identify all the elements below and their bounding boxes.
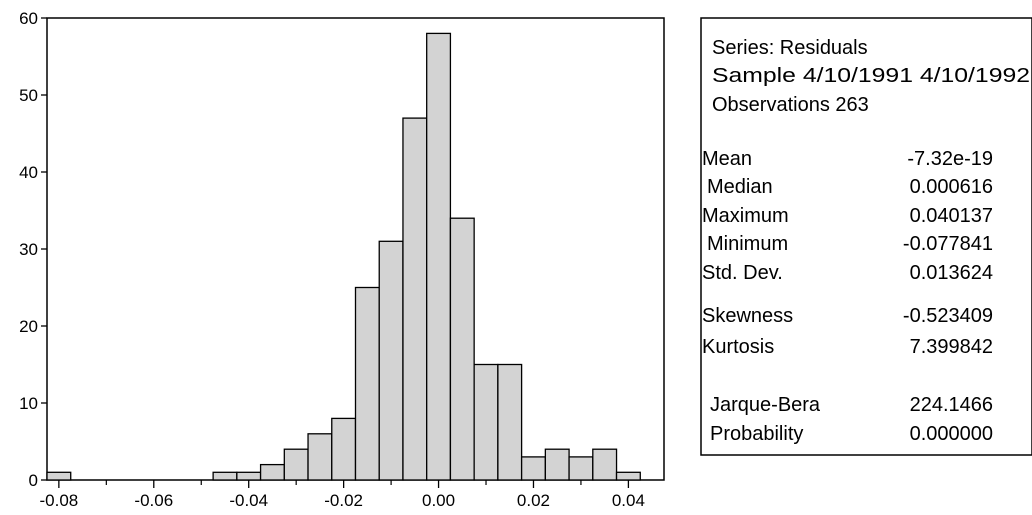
stats-value-maximum: 0.040137 [910, 205, 993, 227]
stats-row: Mean -7.32e-19 [702, 148, 993, 170]
y-tick-label: 40 [19, 163, 38, 182]
bars-layer [46, 32, 641, 481]
histogram-bar [497, 363, 523, 481]
histogram-bar [307, 433, 333, 481]
histogram-bar [449, 217, 475, 481]
x-tick-label: 0.04 [612, 491, 645, 510]
stats-value-jarque-bera: 224.1466 [910, 394, 993, 416]
x-tick-label: -0.06 [134, 491, 173, 510]
stats-row: Probability 0.000000 [710, 423, 993, 445]
x-axis: -0.08 -0.06 -0.04 -0.02 0.00 0.02 0.04 [39, 480, 645, 510]
stats-label-skewness: Skewness [702, 305, 793, 327]
stats-value-skewness: -0.523409 [903, 305, 993, 327]
histogram-bar [236, 471, 262, 481]
stats-value-kurtosis: 7.399842 [910, 336, 993, 358]
sample-range: Sample 4/10/1991 4/10/1992 [712, 65, 1030, 87]
stats-label-median: Median [707, 176, 773, 198]
stats-label-minimum: Minimum [707, 233, 788, 255]
stats-row: Skewness -0.523409 [702, 305, 993, 327]
stats-row: Jarque-Bera 224.1466 [710, 394, 993, 416]
stats-label-probability: Probability [710, 423, 803, 445]
stats-row: Maximum 0.040137 [702, 205, 993, 227]
stats-row: Median 0.000616 [707, 176, 993, 198]
y-tick-label: 0 [29, 471, 38, 490]
histogram-bar [378, 240, 404, 481]
histogram-bar [259, 463, 285, 481]
series-name: Series: Residuals [712, 37, 868, 59]
x-tick-label: -0.08 [39, 491, 78, 510]
histogram-bar [568, 456, 594, 481]
stats-value-median: 0.000616 [910, 176, 993, 198]
stats-value-minimum: -0.077841 [903, 233, 993, 255]
histogram-bar [283, 448, 309, 481]
x-tick-label: 0.00 [422, 491, 455, 510]
stats-label-mean: Mean [702, 148, 752, 170]
histogram-bar [46, 471, 72, 481]
x-tick-label: -0.04 [229, 491, 268, 510]
y-axis: 0 10 20 30 40 50 60 [19, 9, 47, 490]
stats-value-probability: 0.000000 [910, 423, 993, 445]
histogram-bar [331, 417, 357, 481]
y-tick-label: 60 [19, 9, 38, 28]
stats-row: Kurtosis 7.399842 [702, 336, 993, 358]
stats-value-std-dev: 0.013624 [910, 262, 993, 284]
histogram-bar [520, 456, 546, 481]
histogram-bar [592, 448, 618, 481]
statistics-box [700, 17, 1032, 456]
stats-row: Std. Dev. 0.013624 [702, 262, 993, 284]
histogram-bar [473, 363, 499, 481]
histogram-bar [426, 32, 452, 481]
y-tick-label: 10 [19, 394, 38, 413]
stats-label-kurtosis: Kurtosis [702, 336, 774, 358]
y-tick-label: 50 [19, 86, 38, 105]
histogram-bar [354, 286, 380, 481]
statistics-panel: Series: Residuals Sample 4/10/1991 4/10/… [700, 17, 1032, 456]
stats-label-maximum: Maximum [702, 205, 789, 227]
histogram-bar [544, 448, 570, 481]
histogram-bar [212, 471, 238, 481]
y-tick-label: 20 [19, 317, 38, 336]
x-tick-label: -0.02 [324, 491, 363, 510]
stats-label-jarque-bera: Jarque-Bera [710, 394, 821, 416]
y-tick-label: 30 [19, 240, 38, 259]
histogram-bar [402, 117, 428, 481]
stats-row: Minimum -0.077841 [707, 233, 993, 255]
x-tick-label: 0.02 [517, 491, 550, 510]
histogram-bar [615, 471, 641, 481]
stats-label-std-dev: Std. Dev. [702, 262, 783, 284]
observations-count: Observations 263 [712, 94, 869, 116]
stats-value-mean: -7.32e-19 [907, 148, 993, 170]
